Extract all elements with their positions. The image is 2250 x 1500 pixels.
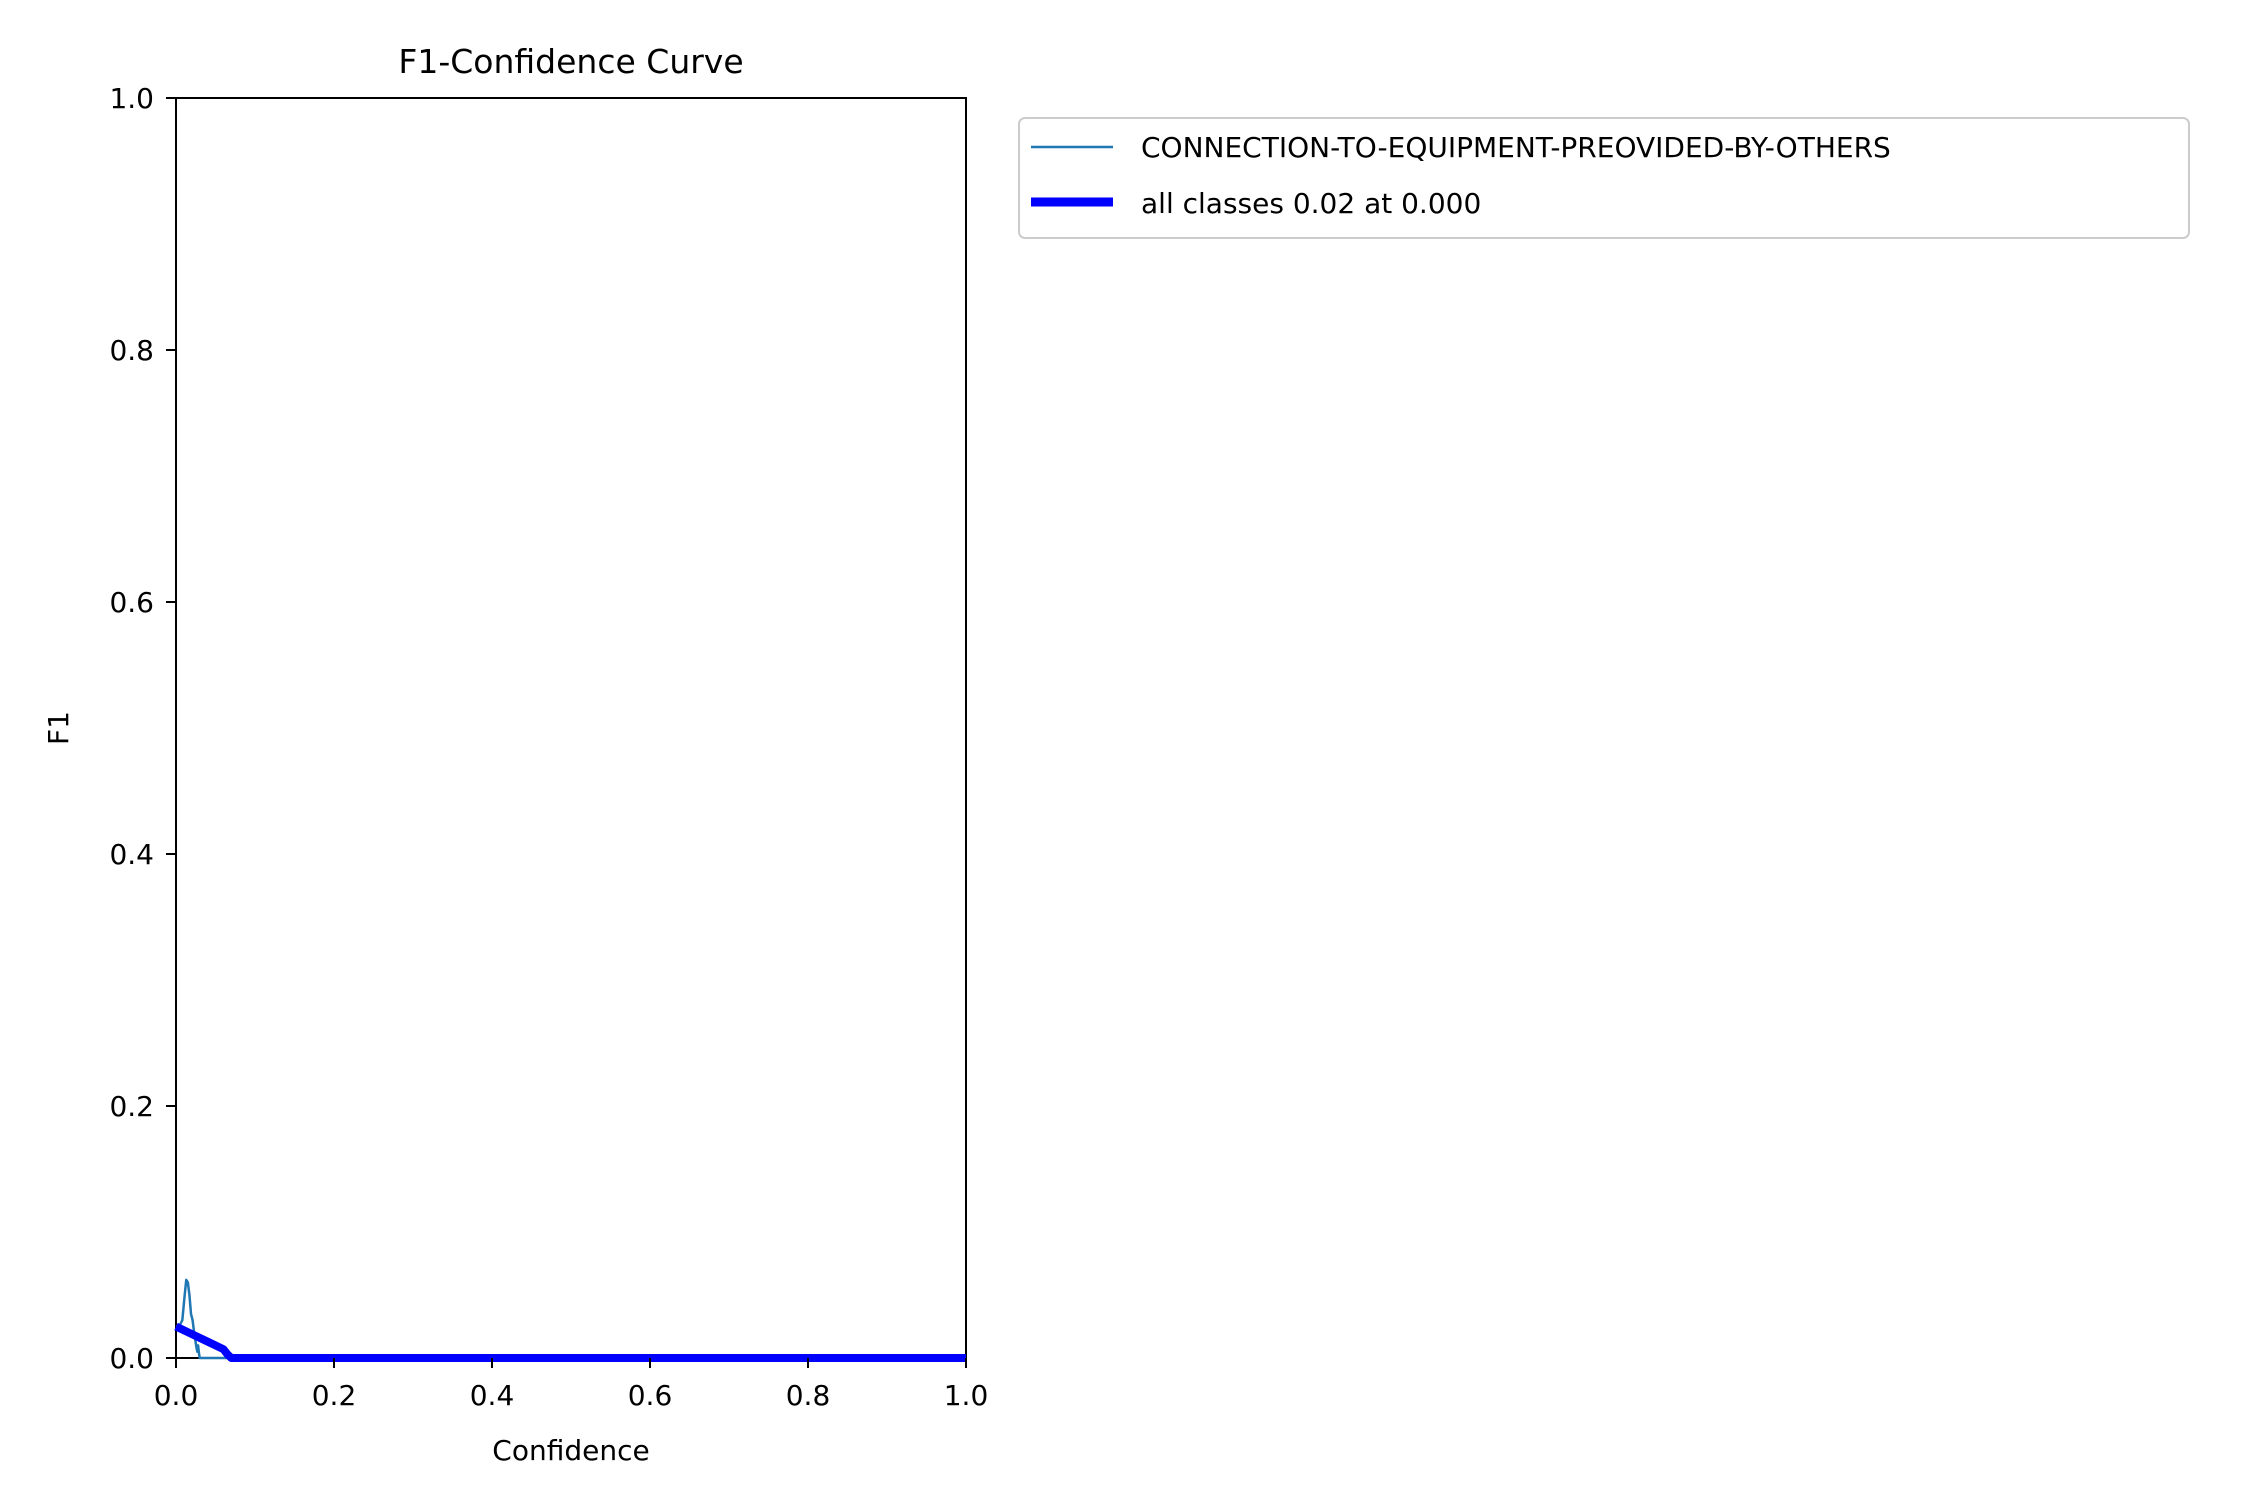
legend-label-all-classes: all classes 0.02 at 0.000 [1141,187,1481,220]
y-tick-label: 0.4 [109,838,154,871]
y-tick-label: 0.2 [109,1090,154,1123]
legend-label-connection: CONNECTION-TO-EQUIPMENT-PREOVIDED-BY-OTH… [1141,131,1891,164]
x-tick-label: 0.0 [154,1379,199,1412]
x-axis-ticks: 0.0 0.2 0.4 0.6 0.8 1.0 [154,1358,989,1412]
legend-box [1018,117,2190,239]
y-tick-label: 1.0 [109,82,154,115]
x-tick-label: 1.0 [944,1379,989,1412]
y-axis-ticks: 0.0 0.2 0.4 0.6 0.8 1.0 [109,82,176,1375]
y-axis-label: F1 [42,711,75,745]
y-tick-label: 0.6 [109,586,154,619]
legend: CONNECTION-TO-EQUIPMENT-PREOVIDED-BY-OTH… [1018,117,2190,239]
y-tick-label: 0.0 [109,1342,154,1375]
x-tick-label: 0.4 [470,1379,515,1412]
chart-title: F1-Confidence Curve [398,42,743,81]
x-axis-label: Confidence [492,1434,649,1467]
x-tick-label: 0.6 [628,1379,673,1412]
x-tick-label: 0.8 [786,1379,831,1412]
x-tick-label: 0.2 [312,1379,357,1412]
series-line-all-classes [174,1322,966,1362]
y-tick-label: 0.8 [109,334,154,367]
